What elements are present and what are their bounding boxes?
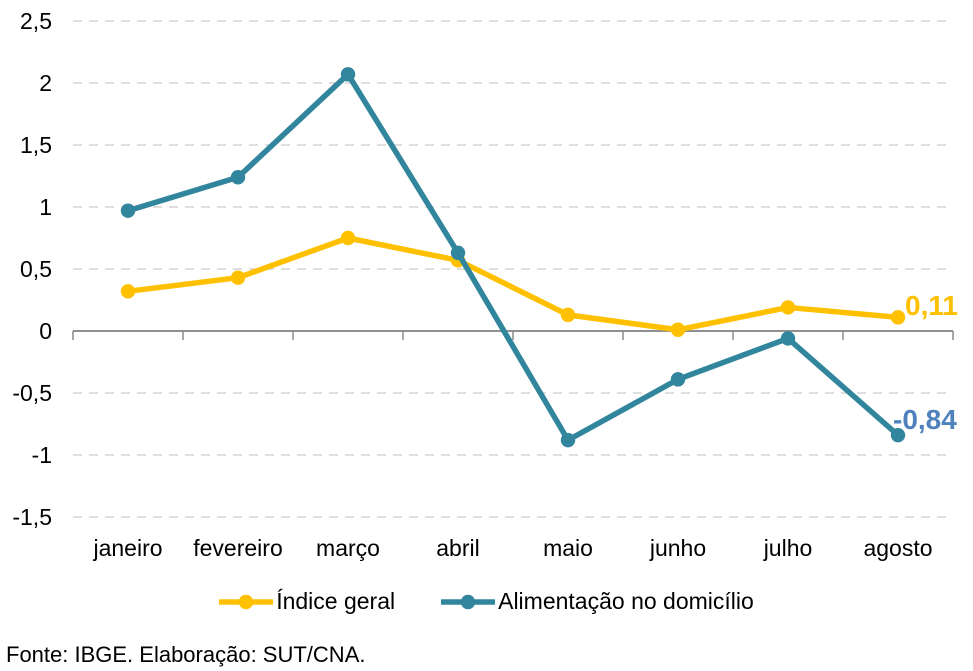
legend-marker-line-dot-teal [441, 594, 496, 609]
y-tick-label: 2 [39, 70, 52, 96]
line-chart: 2,5 2 1,5 1 0,5 0 -0,5 -1 -1,5 janeiro fevereiro ma… [12, 8, 958, 561]
y-tick-label: 1 [39, 194, 52, 220]
source-note: Fonte: IBGE. Elaboração: SUT/CNA. [6, 642, 366, 667]
data-point-marker [120, 203, 136, 218]
y-tick-label: -0,5 [12, 380, 52, 406]
legend-item-alimentacao-no-domicilio: Alimentação no domicílio [441, 588, 754, 615]
data-point-marker [340, 67, 356, 82]
x-tick-label: maio [543, 535, 593, 561]
y-tick-label: 0 [39, 318, 52, 344]
y-tick-label: 0,5 [20, 256, 52, 282]
legend-label-indice-geral: Índice geral [276, 588, 396, 614]
series-line-1 [125, 71, 901, 443]
legend-marker-line-dot-gold [219, 594, 274, 609]
data-point-marker [560, 307, 576, 323]
data-point-marker [890, 427, 906, 443]
y-tick-label: 1,5 [20, 132, 52, 158]
data-point-marker [670, 322, 686, 337]
data-point-marker [120, 284, 136, 299]
x-tick-label: julho [763, 535, 813, 561]
data-point-marker [560, 432, 576, 448]
legend-label-alimentacao-no-domicilio: Alimentação no domicílio [498, 588, 754, 614]
legend-item-indice-geral: Índice geral [219, 588, 395, 615]
x-tick-label: fevereiro [193, 535, 282, 561]
data-point-marker [670, 372, 686, 387]
y-tick-label: -1 [32, 442, 52, 468]
x-tick-label: agosto [863, 535, 932, 561]
end-data-label-0: 0,11 [905, 290, 958, 321]
end-data-label-1: -0,84 [893, 404, 957, 435]
data-point-marker [780, 300, 796, 315]
x-tick-label: janeiro [92, 535, 162, 561]
data-point-marker [340, 230, 356, 246]
data-point-marker [890, 310, 906, 325]
y-tick-label: -1,5 [12, 504, 52, 530]
data-point-marker [230, 170, 246, 185]
y-tick-label: 2,5 [20, 8, 52, 34]
series-line-0 [125, 235, 901, 333]
data-point-marker [450, 245, 466, 261]
x-tick-label: março [316, 535, 380, 561]
x-tick-label: junho [649, 535, 706, 561]
x-tick-label: abril [436, 535, 479, 561]
data-point-marker [230, 270, 246, 285]
data-point-marker [780, 331, 796, 346]
chart-legend: Índice geral Alimentação no domicílio [0, 588, 973, 615]
